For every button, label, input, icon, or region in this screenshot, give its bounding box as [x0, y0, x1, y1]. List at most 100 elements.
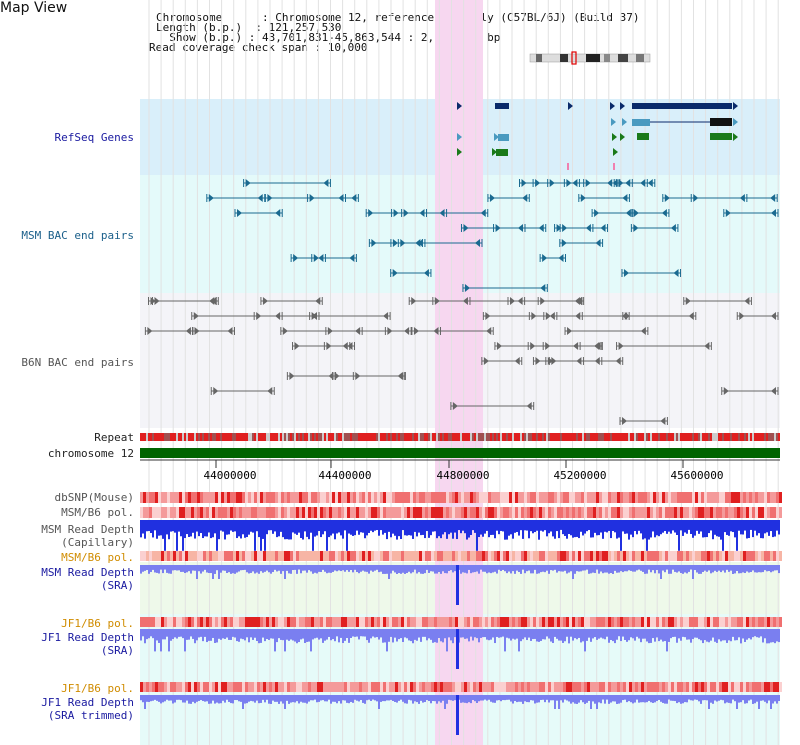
- jf1-depth-sra-label-1[interactable]: JF1 Read Depth: [41, 631, 134, 644]
- jf1-trim-depth: [526, 695, 528, 703]
- msm-pol-heat-2: [725, 551, 728, 561]
- msm-cap-depth: [244, 520, 246, 538]
- msm-pol-heat: [275, 507, 278, 518]
- repeat-segment: [194, 433, 196, 441]
- msm-pol-heat: [632, 507, 635, 518]
- jf1-b6-pol-label-2[interactable]: JF1/B6 pol.: [61, 682, 134, 695]
- jf1-pol-heat-2: [155, 682, 158, 692]
- repeat-segment: [246, 433, 248, 441]
- jf1-sra-depth: [588, 629, 590, 638]
- dbsnp-heat: [680, 492, 683, 503]
- jf1-pol-heat-2: [434, 682, 437, 692]
- msm-pol-heat: [203, 507, 206, 518]
- jf1-depth-trim-label-1[interactable]: JF1 Read Depth: [41, 696, 134, 709]
- jf1-sra-depth: [200, 629, 202, 637]
- msm-cap-depth: [486, 520, 488, 531]
- msm-sra-depth: [694, 565, 696, 571]
- repeat-segment: [422, 433, 424, 441]
- msm-pol-heat-2: [695, 551, 698, 561]
- msm-pol-heat-2: [149, 551, 152, 561]
- jf1-pol-heat-2: [233, 682, 236, 692]
- jf1-sra-depth: [462, 629, 464, 638]
- msm-pol-heat-2: [617, 551, 620, 561]
- msm-cap-depth: [380, 520, 382, 531]
- jf1-sra-depth: [752, 629, 754, 638]
- msm-bac-label[interactable]: MSM BAC end pairs: [21, 229, 134, 242]
- jf1-pol-heat: [392, 617, 395, 627]
- repeat-segment: [216, 433, 218, 441]
- msm-cap-depth: [620, 520, 622, 551]
- jf1-pol-heat-2: [266, 682, 269, 692]
- msm-bac-pair-arrow: [633, 209, 639, 217]
- msm-cap-depth: [168, 520, 170, 540]
- jf1-pol-heat: [482, 617, 485, 627]
- msm-pol-heat-2: [413, 551, 416, 561]
- msm-pol-heat: [698, 507, 701, 518]
- jf1-pol-heat-2: [176, 682, 179, 692]
- jf1-sra-depth: [750, 629, 752, 640]
- jf1-sra-depth: [716, 629, 718, 643]
- msm-cap-depth: [310, 520, 312, 533]
- jf1-trim-depth: [636, 695, 638, 700]
- msm-sra-depth: [184, 565, 186, 574]
- msm-b6-pol-label-1[interactable]: MSM/B6 pol.: [61, 506, 134, 519]
- msm-cap-depth: [222, 520, 224, 532]
- msm-sra-depth: [586, 565, 588, 570]
- jf1-pol-heat: [239, 617, 242, 627]
- dbsnp-heat: [206, 492, 209, 503]
- msm-sra-depth: [146, 565, 148, 571]
- msm-cap-depth: [642, 520, 644, 540]
- msm-pol-heat-2: [668, 551, 671, 561]
- msm-pol-heat-2: [191, 551, 194, 561]
- msm-sra-depth: [312, 565, 314, 574]
- repeat-segment: [740, 433, 742, 441]
- jf1-pol-heat: [575, 617, 578, 627]
- msm-sra-depth: [668, 565, 670, 574]
- msm-bac-pair-arrow: [480, 209, 486, 217]
- jf1-sra-depth: [452, 629, 454, 644]
- msm-bac-pair-arrow: [371, 239, 377, 247]
- msm-cap-depth: [514, 520, 516, 533]
- jf1-sra-depth: [228, 629, 230, 640]
- repeat-segment: [386, 433, 388, 441]
- msm-pol-heat-2: [764, 551, 767, 561]
- jf1-trim-depth: [414, 695, 416, 702]
- jf1-pol-heat-2: [572, 682, 575, 692]
- msm-sra-depth: [632, 565, 634, 572]
- msm-b6-pol-label-2[interactable]: MSM/B6 pol.: [61, 551, 134, 564]
- jf1-b6-pol-label-1[interactable]: JF1/B6 pol.: [61, 617, 134, 630]
- msm-cap-depth: [616, 520, 618, 539]
- jf1-pol-heat: [230, 617, 233, 627]
- jf1-pol-heat-2: [719, 682, 722, 692]
- repeat-segment: [302, 433, 304, 441]
- msm-sra-depth: [720, 565, 722, 573]
- msm-sra-depth: [698, 565, 700, 574]
- repeat-segment: [210, 433, 212, 441]
- dbsnp-label[interactable]: dbSNP(Mouse): [54, 491, 134, 504]
- jf1-pol-heat: [146, 617, 149, 627]
- jf1-trim-depth: [568, 695, 570, 702]
- msm-depth-capillary-label-1[interactable]: MSM Read Depth: [41, 523, 134, 536]
- refseq-genes-label[interactable]: RefSeq Genes: [54, 131, 134, 144]
- msm-cap-depth: [176, 520, 178, 551]
- msm-cap-depth: [660, 520, 662, 535]
- msm-pol-heat-2: [656, 551, 659, 561]
- msm-sra-depth: [602, 565, 604, 574]
- jf1-sra-depth: [762, 629, 764, 643]
- msm-cap-depth: [566, 520, 568, 539]
- jf1-pol-heat-2: [617, 682, 620, 692]
- msm-cap-depth: [202, 520, 204, 539]
- jf1-pol-heat: [536, 617, 539, 627]
- msm-depth-sra-label-1[interactable]: MSM Read Depth: [41, 566, 134, 579]
- b6n-bac-label[interactable]: B6N BAC end pairs: [21, 356, 134, 369]
- msm-bac-pair-arrow: [368, 209, 374, 217]
- jf1-pol-heat-2: [461, 682, 464, 692]
- jf1-sra-depth: [774, 629, 776, 644]
- msm-pol-heat-2: [701, 551, 704, 561]
- repeat-segment: [506, 433, 508, 441]
- msm-sra-depth: [182, 565, 184, 572]
- dbsnp-heat: [737, 492, 740, 503]
- jf1-trim-depth: [372, 695, 374, 700]
- jf1-pol-heat: [464, 617, 467, 627]
- msm-cap-depth: [306, 520, 308, 537]
